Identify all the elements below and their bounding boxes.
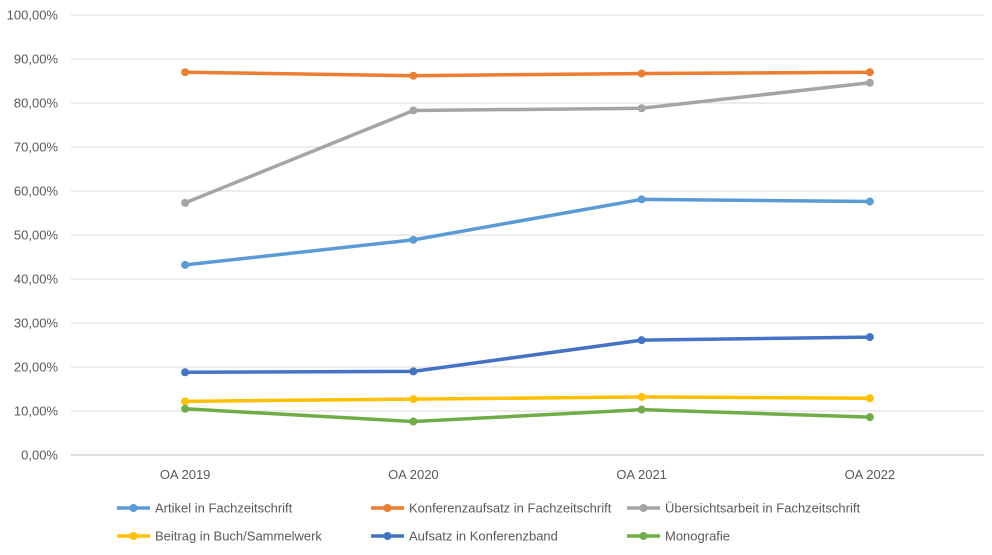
legend-label: Übersichtsarbeit in Fachzeitschrift <box>665 501 860 516</box>
series-group <box>181 404 874 426</box>
data-point <box>409 235 418 244</box>
data-point <box>865 78 874 87</box>
data-point <box>181 404 190 413</box>
x-tick-label: OA 2021 <box>616 467 667 482</box>
legend-swatch-marker <box>129 504 138 512</box>
legend-item: Konferenzaufsatz in Fachzeitschrift <box>371 501 612 516</box>
x-axis-tick-labels: OA 2019 OA 2020 OA 2021 OA 2022 <box>160 467 895 482</box>
data-point <box>865 68 874 77</box>
data-point <box>181 68 190 77</box>
x-tick-label: OA 2019 <box>160 467 211 482</box>
data-point <box>409 417 418 426</box>
data-point <box>637 69 646 78</box>
series-line <box>183 197 872 267</box>
data-point <box>637 195 646 204</box>
data-point <box>409 106 418 115</box>
y-tick-label: 0,00% <box>21 448 58 463</box>
series-lines <box>181 68 874 426</box>
legend-item: Artikel in Fachzeitschrift <box>117 501 293 516</box>
y-axis-tick-labels: 0,00% 10,00% 20,00% 30,00% 40,00% 50,00% 60,00… <box>7 8 59 463</box>
y-tick-label: 40,00% <box>14 272 59 287</box>
series-line <box>183 407 872 424</box>
series-group <box>181 78 874 207</box>
data-point <box>181 397 190 406</box>
legend-swatch-marker <box>383 504 392 512</box>
y-tick-label: 10,00% <box>14 404 59 419</box>
legend-item: Aufsatz in Konferenzband <box>371 529 558 544</box>
legend-item: Beitrag in Buch/Sammelwerk <box>117 529 322 544</box>
legend-label: Beitrag in Buch/Sammelwerk <box>155 529 322 544</box>
legend-swatch-marker <box>639 532 648 540</box>
gridlines <box>71 14 984 456</box>
data-point <box>409 367 418 376</box>
x-tick-label: OA 2020 <box>388 467 439 482</box>
series-group <box>181 195 874 269</box>
data-point <box>865 394 874 403</box>
x-tick-label: OA 2022 <box>845 467 896 482</box>
data-point <box>637 405 646 414</box>
legend-label: Monografie <box>665 529 730 544</box>
data-point <box>865 333 874 342</box>
data-point <box>637 336 646 345</box>
y-tick-label: 90,00% <box>14 52 59 67</box>
data-point <box>637 392 646 401</box>
series-line <box>183 70 872 78</box>
series-line <box>183 395 872 404</box>
legend-label: Aufsatz in Konferenzband <box>409 529 558 544</box>
y-tick-label: 100,00% <box>7 8 59 23</box>
legend: Artikel in Fachzeitschrift Konferenzaufsa… <box>117 501 860 544</box>
legend-item: Monografie <box>627 529 730 544</box>
legend-label: Artikel in Fachzeitschrift <box>155 501 293 516</box>
data-point <box>409 71 418 80</box>
legend-swatch-marker <box>129 532 138 540</box>
data-point <box>181 198 190 207</box>
y-tick-label: 30,00% <box>14 316 59 331</box>
legend-item: Übersichtsarbeit in Fachzeitschrift <box>627 501 860 516</box>
data-point <box>637 104 646 113</box>
series-line <box>183 81 872 205</box>
y-tick-label: 20,00% <box>14 360 59 375</box>
y-tick-label: 70,00% <box>14 140 59 155</box>
legend-label: Konferenzaufsatz in Fachzeitschrift <box>409 501 612 516</box>
y-tick-label: 50,00% <box>14 228 59 243</box>
series-group <box>181 392 874 406</box>
series-group <box>181 333 874 377</box>
data-point <box>865 197 874 206</box>
data-point <box>409 395 418 404</box>
y-tick-label: 80,00% <box>14 96 59 111</box>
legend-swatch-marker <box>639 504 648 512</box>
legend-swatch-marker <box>383 532 392 540</box>
series-line <box>183 335 872 375</box>
y-tick-label: 60,00% <box>14 184 59 199</box>
data-point <box>181 368 190 377</box>
data-point <box>865 413 874 422</box>
series-group <box>181 68 874 80</box>
data-point <box>181 260 190 269</box>
